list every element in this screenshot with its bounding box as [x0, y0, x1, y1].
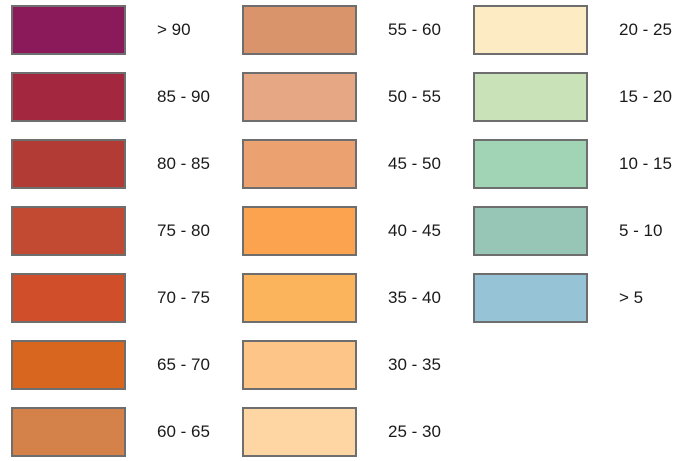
range-label: 80 - 85: [157, 154, 210, 173]
legend-item: > 5: [473, 273, 672, 323]
color-swatch: [11, 206, 126, 256]
color-swatch: [242, 72, 357, 122]
color-swatch: [11, 273, 126, 323]
color-swatch: [242, 273, 357, 323]
color-swatch: [242, 407, 357, 457]
color-swatch: [473, 72, 588, 122]
legend-item: 50 - 55: [242, 72, 441, 122]
range-label: 50 - 55: [388, 87, 441, 106]
color-swatch: [11, 139, 126, 189]
range-label: 5 - 10: [619, 221, 663, 240]
range-label: 20 - 25: [619, 20, 672, 39]
legend-item: 20 - 25: [473, 5, 672, 55]
legend-item: 35 - 40: [242, 273, 441, 323]
range-label: > 5: [619, 288, 644, 307]
legend-item: 5 - 10: [473, 206, 672, 256]
legend-item: 85 - 90: [11, 72, 210, 122]
range-label: 70 - 75: [157, 288, 210, 307]
color-swatch: [242, 139, 357, 189]
range-label: 40 - 45: [388, 221, 441, 240]
legend-column: > 90 85 - 90 80 - 85 75 - 80 70 - 75 65 - 70 6…: [11, 5, 210, 457]
legend-item: 75 - 80: [11, 206, 210, 256]
range-label: 30 - 35: [388, 355, 441, 374]
legend-item: 70 - 75: [11, 273, 210, 323]
legend-item: 15 - 20: [473, 72, 672, 122]
legend-item: 45 - 50: [242, 139, 441, 189]
range-label: 10 - 15: [619, 154, 672, 173]
color-swatch: [242, 5, 357, 55]
color-swatch: [11, 340, 126, 390]
color-swatch: [11, 5, 126, 55]
color-swatch: [242, 340, 357, 390]
range-label: 45 - 50: [388, 154, 441, 173]
legend-item: 80 - 85: [11, 139, 210, 189]
range-label: 25 - 30: [388, 422, 441, 441]
legend-item: > 90: [11, 5, 210, 55]
range-label: 60 - 65: [157, 422, 210, 441]
legend-item: 30 - 35: [242, 340, 441, 390]
range-label: > 90: [157, 20, 191, 39]
color-swatch: [11, 72, 126, 122]
legend-column: 20 - 25 15 - 20 10 - 15 5 - 10 > 5: [473, 5, 672, 323]
legend-item: 60 - 65: [11, 407, 210, 457]
legend-item: 10 - 15: [473, 139, 672, 189]
legend-item: 55 - 60: [242, 5, 441, 55]
range-label: 75 - 80: [157, 221, 210, 240]
color-swatch: [473, 139, 588, 189]
legend-item: 25 - 30: [242, 407, 441, 457]
color-swatch: [242, 206, 357, 256]
range-label: 15 - 20: [619, 87, 672, 106]
color-swatch: [11, 407, 126, 457]
legend-item: 65 - 70: [11, 340, 210, 390]
range-label: 55 - 60: [388, 20, 441, 39]
color-swatch: [473, 273, 588, 323]
range-label: 65 - 70: [157, 355, 210, 374]
range-label: 35 - 40: [388, 288, 441, 307]
color-swatch: [473, 206, 588, 256]
color-swatch: [473, 5, 588, 55]
range-label: 85 - 90: [157, 87, 210, 106]
legend-item: 40 - 45: [242, 206, 441, 256]
legend-column: 55 - 60 50 - 55 45 - 50 40 - 45 35 - 40 30 - …: [242, 5, 441, 457]
